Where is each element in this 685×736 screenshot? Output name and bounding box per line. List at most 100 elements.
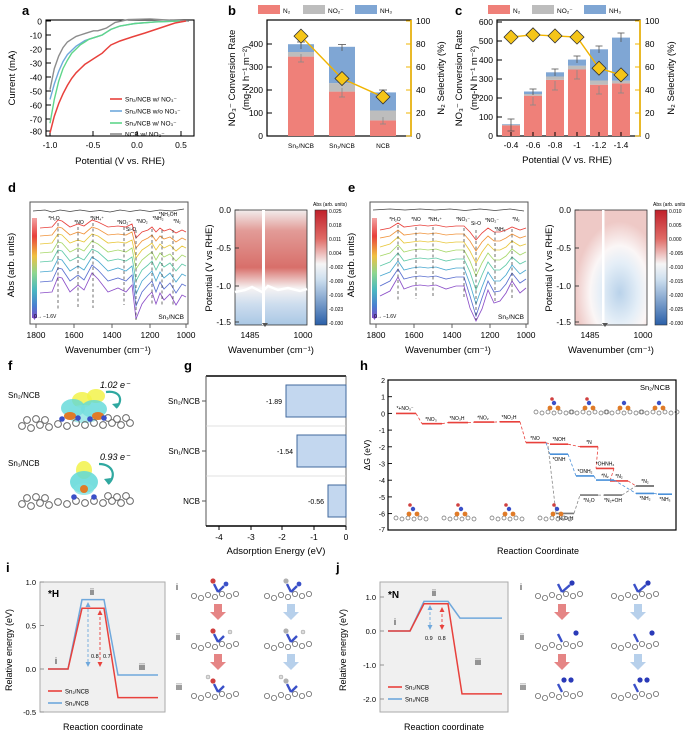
c-bar-group-2	[546, 68, 564, 136]
a-ytick-2: -20	[30, 45, 43, 55]
h-ytick-4: -2	[379, 445, 385, 452]
h-branch-blue: *ONH *ONH₂ *N₂ *NH₂ *NH₃	[545, 442, 672, 503]
a-xtick-2: 0.0	[131, 140, 143, 150]
e-hm-ylabel: Potential (V vs RHE)	[544, 224, 555, 311]
i-curve-sn2	[48, 607, 158, 699]
a-legend-label-2: Sn₁/NCB w/ NO₃⁻	[125, 121, 177, 128]
h-blue-3: *NH₂	[639, 496, 650, 502]
e-cb-tick-0: 0.010	[669, 209, 682, 215]
d-colorbar-title: Abs (arb. units)	[313, 202, 347, 208]
d-peak-2: *NH₄⁺	[90, 216, 104, 222]
a-ytick-4: -40	[30, 73, 43, 83]
i-ytick-0: -0.5	[23, 708, 36, 717]
e-xtick-4: 1000	[517, 330, 536, 340]
d-reference-curve	[32, 208, 185, 213]
c-ytick-6: 600	[479, 17, 493, 27]
panel-b-letter: b	[228, 3, 236, 18]
d-xtick-1: 1600	[65, 330, 84, 340]
g-bar-1	[296, 434, 347, 468]
e-peak-5: *NO₂⁻	[485, 218, 499, 224]
h-gray-2: *N₂+OH	[604, 498, 622, 504]
i-arrow-down-icon	[210, 604, 299, 670]
f-item-0-charge: 1.02 e⁻	[100, 380, 131, 390]
d-hm-ytick-2: -1.0	[216, 281, 231, 291]
j-ytick-0: -2.0	[363, 695, 376, 704]
panel-a-letter: a	[22, 3, 30, 18]
a-ytick-1: -10	[30, 31, 43, 41]
c-ylabel-1: NO₃⁻ Conversion Rate	[454, 30, 465, 127]
i-legend: Sn₂/NCB Sn₁/NCB	[48, 690, 89, 708]
i-struct-row-1: ii	[176, 632, 180, 642]
d-peak-7: *NH₂OH	[159, 212, 178, 218]
d-xtick-2: 1400	[103, 330, 122, 340]
d-peak-8: *N₂	[173, 219, 181, 225]
g-xtick-0: -4	[215, 532, 223, 542]
j-legend-0: Sn₂/NCB	[405, 686, 429, 692]
c-xtick-5: -1.4	[614, 140, 629, 150]
c-rtick-2: 40	[645, 85, 655, 95]
e-peak-1: *NO	[411, 217, 421, 223]
c-rtick-3: 60	[645, 62, 655, 72]
h-ytick-2: 0	[381, 411, 385, 418]
h-step-2: *NO₃H	[449, 416, 464, 422]
panel-j: j 1.0 0.0 -1.0 -2.0 Relative energy (eV)…	[330, 560, 685, 736]
d-hm-xtick-1: 1000	[294, 330, 313, 340]
a-ylabel: Current (mA)	[7, 51, 18, 106]
panel-a-plot: 0 -10 -20 -30 -40 -50 -60 -70 -80	[7, 17, 195, 167]
d-sweep-annotation: 0→ −1.6V	[34, 314, 57, 320]
b-ylabel-2: (mg-N h⁻¹ m⁻²)	[241, 46, 252, 110]
f-item-1-charge: 0.93 e⁻	[100, 452, 131, 462]
j-state-2: iii	[475, 657, 481, 667]
i-legend-0: Sn₂/NCB	[65, 690, 89, 696]
g-xtick-4: 0	[344, 532, 349, 542]
c-legend-label-1: NO₂⁻	[557, 8, 573, 15]
e-colorbar-title: Abs (arb. units)	[653, 202, 685, 208]
e-xtick-3: 1200	[481, 330, 500, 340]
b-rtick-2: 40	[416, 85, 426, 95]
c-bar-group-5	[612, 32, 630, 136]
a-xlabel: Potential (V vs. RHE)	[75, 156, 165, 167]
j-state-0: i	[394, 617, 396, 627]
b-selectivity-markers	[293, 28, 391, 105]
b-ytick-1: 100	[249, 108, 263, 118]
c-xtick-3: -1	[573, 140, 581, 150]
e-xlabel: Wavenumber (cm⁻¹)	[405, 345, 491, 356]
c-ytick-5: 500	[479, 36, 493, 46]
e-sweep-annotation: 0→ −1.6V	[374, 314, 397, 320]
e-hm-ytick-2: -1.0	[556, 281, 571, 291]
c-xtick-2: -0.8	[548, 140, 563, 150]
h-step-5: *NO	[530, 436, 540, 442]
c-rtick-5: 100	[645, 16, 659, 26]
c-rtick-1: 20	[645, 108, 655, 118]
b-ylabel-1: NO₃⁻ Conversion Rate	[227, 30, 238, 127]
e-cb-tick-5: -0.015	[669, 279, 683, 285]
c-ytick-3: 300	[479, 74, 493, 84]
c-legend-label-2: NH₃	[609, 8, 621, 15]
j-barrier-value-0: 0.9	[425, 636, 433, 642]
e-peak-4: Si-O	[471, 221, 481, 227]
i-legend-1: Sn₁/NCB	[65, 702, 89, 708]
d-cb-tick-0: 0.025	[329, 209, 342, 215]
i-ytick-2: 0.5	[26, 622, 36, 631]
panel-a: a 0 -10 -20 -30 -40 -50 -60 -70 -80	[0, 0, 228, 180]
h-blue-2: *N₂	[601, 474, 609, 480]
j-state-1: ii	[432, 588, 436, 598]
j-barrier-sn1: 0.9	[425, 605, 433, 642]
i-state-2: iii	[139, 662, 145, 672]
g-xlabel: Adsorption Energy (eV)	[227, 546, 326, 557]
d-cb-tick-4: -0.002	[329, 265, 343, 271]
c-ytick-4: 400	[479, 55, 493, 65]
panel-i: i 1.0 0.5 0.0 -0.5 Relative energy (eV) …	[0, 560, 330, 736]
h-step-8: *OHNH₂	[596, 462, 615, 468]
d-cb-tick-8: -0.030	[329, 321, 343, 327]
j-xlabel: Reaction coordinate	[404, 722, 484, 732]
a-ytick-3: -30	[30, 59, 43, 69]
e-cb-tick-7: -0.025	[669, 307, 683, 313]
g-xtick-2: -2	[278, 532, 286, 542]
h-ytick-6: -4	[379, 478, 385, 485]
d-ylabel: Abs (arb. units)	[6, 233, 17, 297]
h-structures-bottom	[393, 503, 573, 522]
i-ytick-3: 1.0	[26, 578, 36, 587]
d-cb-tick-7: -0.023	[329, 307, 343, 313]
a-xtick-0: -1.0	[43, 140, 58, 150]
